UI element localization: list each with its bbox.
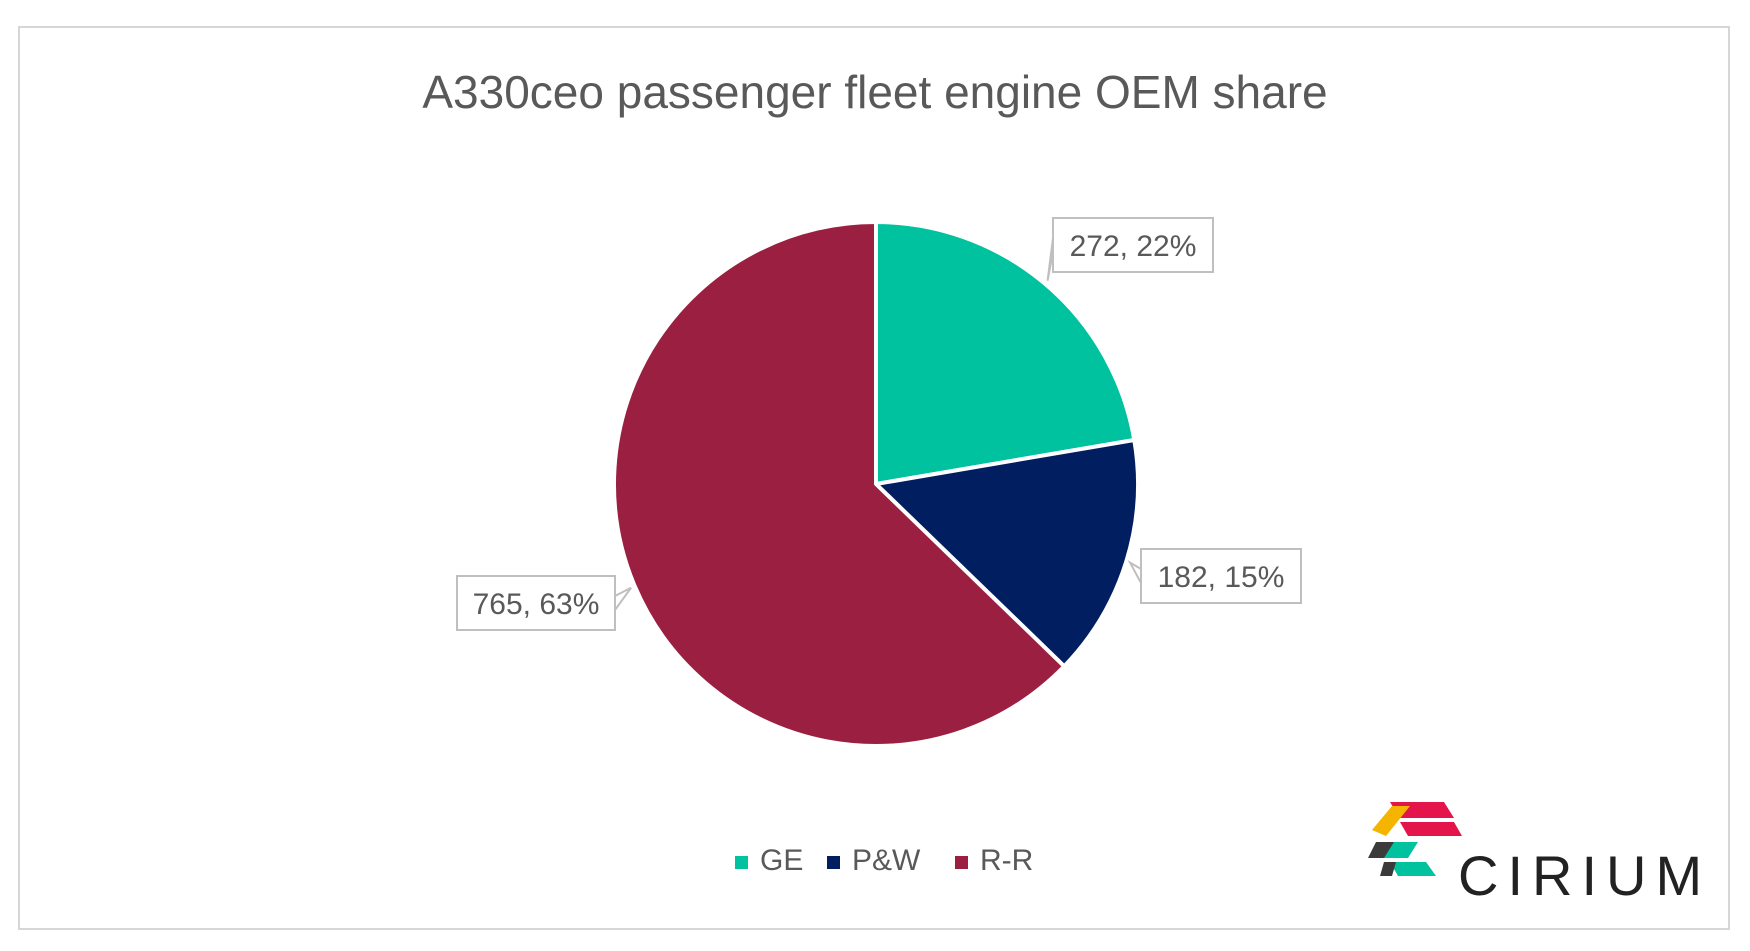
logo-stripe-2 [1400,822,1462,836]
legend-swatch [955,856,968,869]
logo-stripe-6 [1390,862,1436,876]
logo-stripe-3 [1372,806,1410,836]
cirium-logo-mark [1368,802,1462,876]
pie-slice-r-r [612,220,1067,748]
pie-slice-p-w [874,437,1140,669]
pie-slices [612,220,1140,748]
pie-slice-ge [874,220,1137,486]
data-label-p-w: 182, 15% [1127,548,1302,604]
data-label-text: 765, 63% [473,588,600,621]
legend-label: GE [760,844,803,877]
legend-swatch [827,856,840,869]
data-label-ge: 272, 22% [1046,217,1214,281]
legend-item-p-w: P&W [827,844,921,877]
data-label-text: 182, 15% [1158,561,1285,594]
data-label-r-r: 765, 63% [456,575,632,631]
data-labels: 272, 22% 182, 15% 765, 63% [456,217,1302,631]
data-label-text: 272, 22% [1070,230,1197,263]
data-label-box [1052,217,1214,273]
data-label-box [456,575,616,631]
chart-title: A330ceo passenger fleet engine OEM share [422,66,1327,118]
legend-swatch [735,856,748,869]
logo-stripe-7 [1380,862,1396,876]
legend-label: R-R [980,844,1033,877]
legend: GE P&W R-R [735,844,1033,877]
cirium-logo: CIRIUM [1368,802,1711,907]
cirium-wordmark: CIRIUM [1458,844,1711,907]
legend-item-ge: GE [735,844,803,877]
data-label-box [1140,548,1302,604]
legend-label: P&W [852,844,921,877]
legend-item-r-r: R-R [955,844,1033,877]
logo-stripe-5 [1384,842,1418,858]
